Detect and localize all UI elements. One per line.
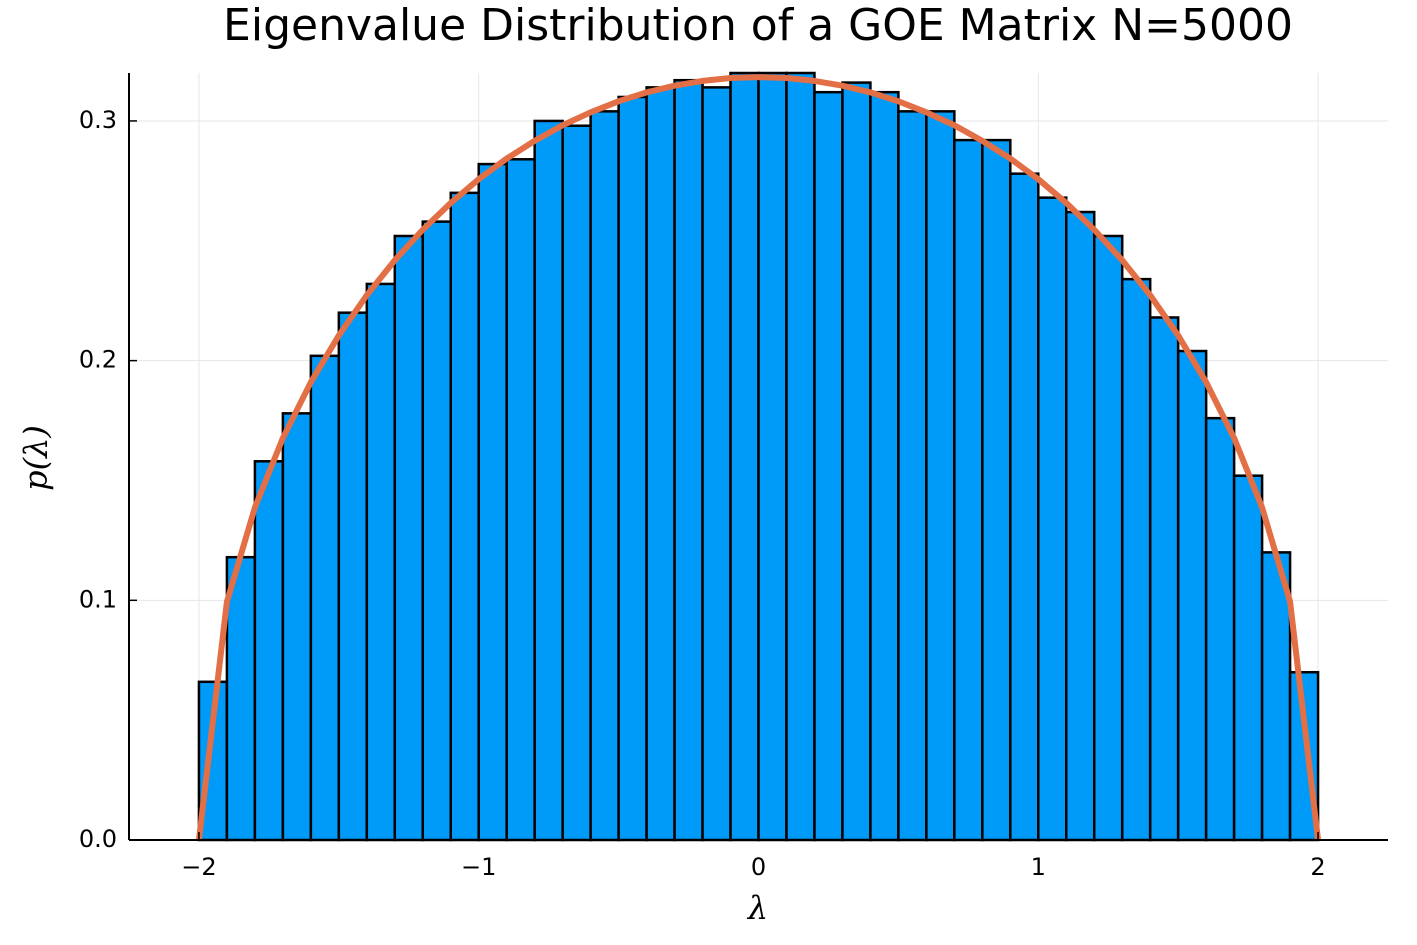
x-tick-label: −1 bbox=[461, 853, 496, 881]
histogram-bar bbox=[701, 86, 732, 842]
histogram-bar bbox=[729, 71, 760, 842]
density-curve bbox=[195, 74, 1322, 841]
histogram-bar bbox=[421, 220, 452, 842]
histogram-bar bbox=[477, 162, 508, 842]
histogram-bar bbox=[617, 95, 648, 842]
histogram-bar bbox=[1232, 474, 1264, 842]
histogram-bar bbox=[785, 71, 816, 842]
histogram-bar bbox=[841, 81, 872, 842]
histogram-bar bbox=[1120, 277, 1152, 842]
histogram-bar bbox=[1065, 210, 1096, 842]
y-tick-label: 0.0 bbox=[79, 825, 117, 853]
histogram-bar bbox=[757, 71, 788, 842]
x-tick-label: 0 bbox=[751, 853, 766, 881]
y-tick-label: 0.1 bbox=[79, 585, 117, 613]
histogram-bar bbox=[337, 311, 369, 842]
lines bbox=[195, 74, 1322, 841]
histogram-bar bbox=[281, 412, 313, 842]
histogram-bar bbox=[1204, 416, 1236, 842]
histogram-bar bbox=[225, 555, 257, 842]
histogram-bar bbox=[813, 90, 844, 842]
y-axis-label: p(λ) bbox=[17, 425, 55, 491]
histogram-bar bbox=[561, 124, 592, 842]
histogram-bar bbox=[645, 86, 676, 842]
x-axis-label: λ bbox=[746, 889, 768, 927]
histogram-bar bbox=[897, 110, 928, 842]
histogram-bar bbox=[1037, 196, 1068, 842]
histogram-bar bbox=[1176, 349, 1208, 842]
histogram-bar bbox=[925, 110, 956, 842]
histogram-bar bbox=[673, 78, 704, 842]
histogram-bar bbox=[953, 138, 984, 842]
y-tick-label: 0.2 bbox=[79, 346, 117, 374]
histogram-bar bbox=[1009, 172, 1040, 842]
histogram-bar bbox=[589, 110, 620, 842]
y-tick-label: 0.3 bbox=[79, 106, 117, 134]
bars bbox=[197, 71, 1320, 842]
axes: 0.0 0.1 0.2 0.3 −2 −1 0 1 2 bbox=[79, 73, 1388, 881]
histogram-bar bbox=[1148, 316, 1180, 842]
histogram-bar bbox=[981, 138, 1012, 842]
histogram-bar bbox=[393, 234, 425, 842]
histogram-bar bbox=[1092, 234, 1124, 842]
x-tick-label: 2 bbox=[1310, 853, 1325, 881]
histogram-bar bbox=[533, 119, 564, 842]
chart-title: Eigenvalue Distribution of a GOE Matrix … bbox=[223, 0, 1293, 51]
x-tick-label: −2 bbox=[181, 853, 216, 881]
histogram-bar bbox=[869, 90, 900, 842]
x-tick-label: 1 bbox=[1031, 853, 1046, 881]
histogram-bar bbox=[449, 191, 480, 842]
histogram-bar bbox=[253, 460, 285, 842]
histogram-bar bbox=[505, 158, 536, 842]
histogram-bar bbox=[309, 354, 341, 842]
histogram-bar bbox=[365, 282, 397, 842]
